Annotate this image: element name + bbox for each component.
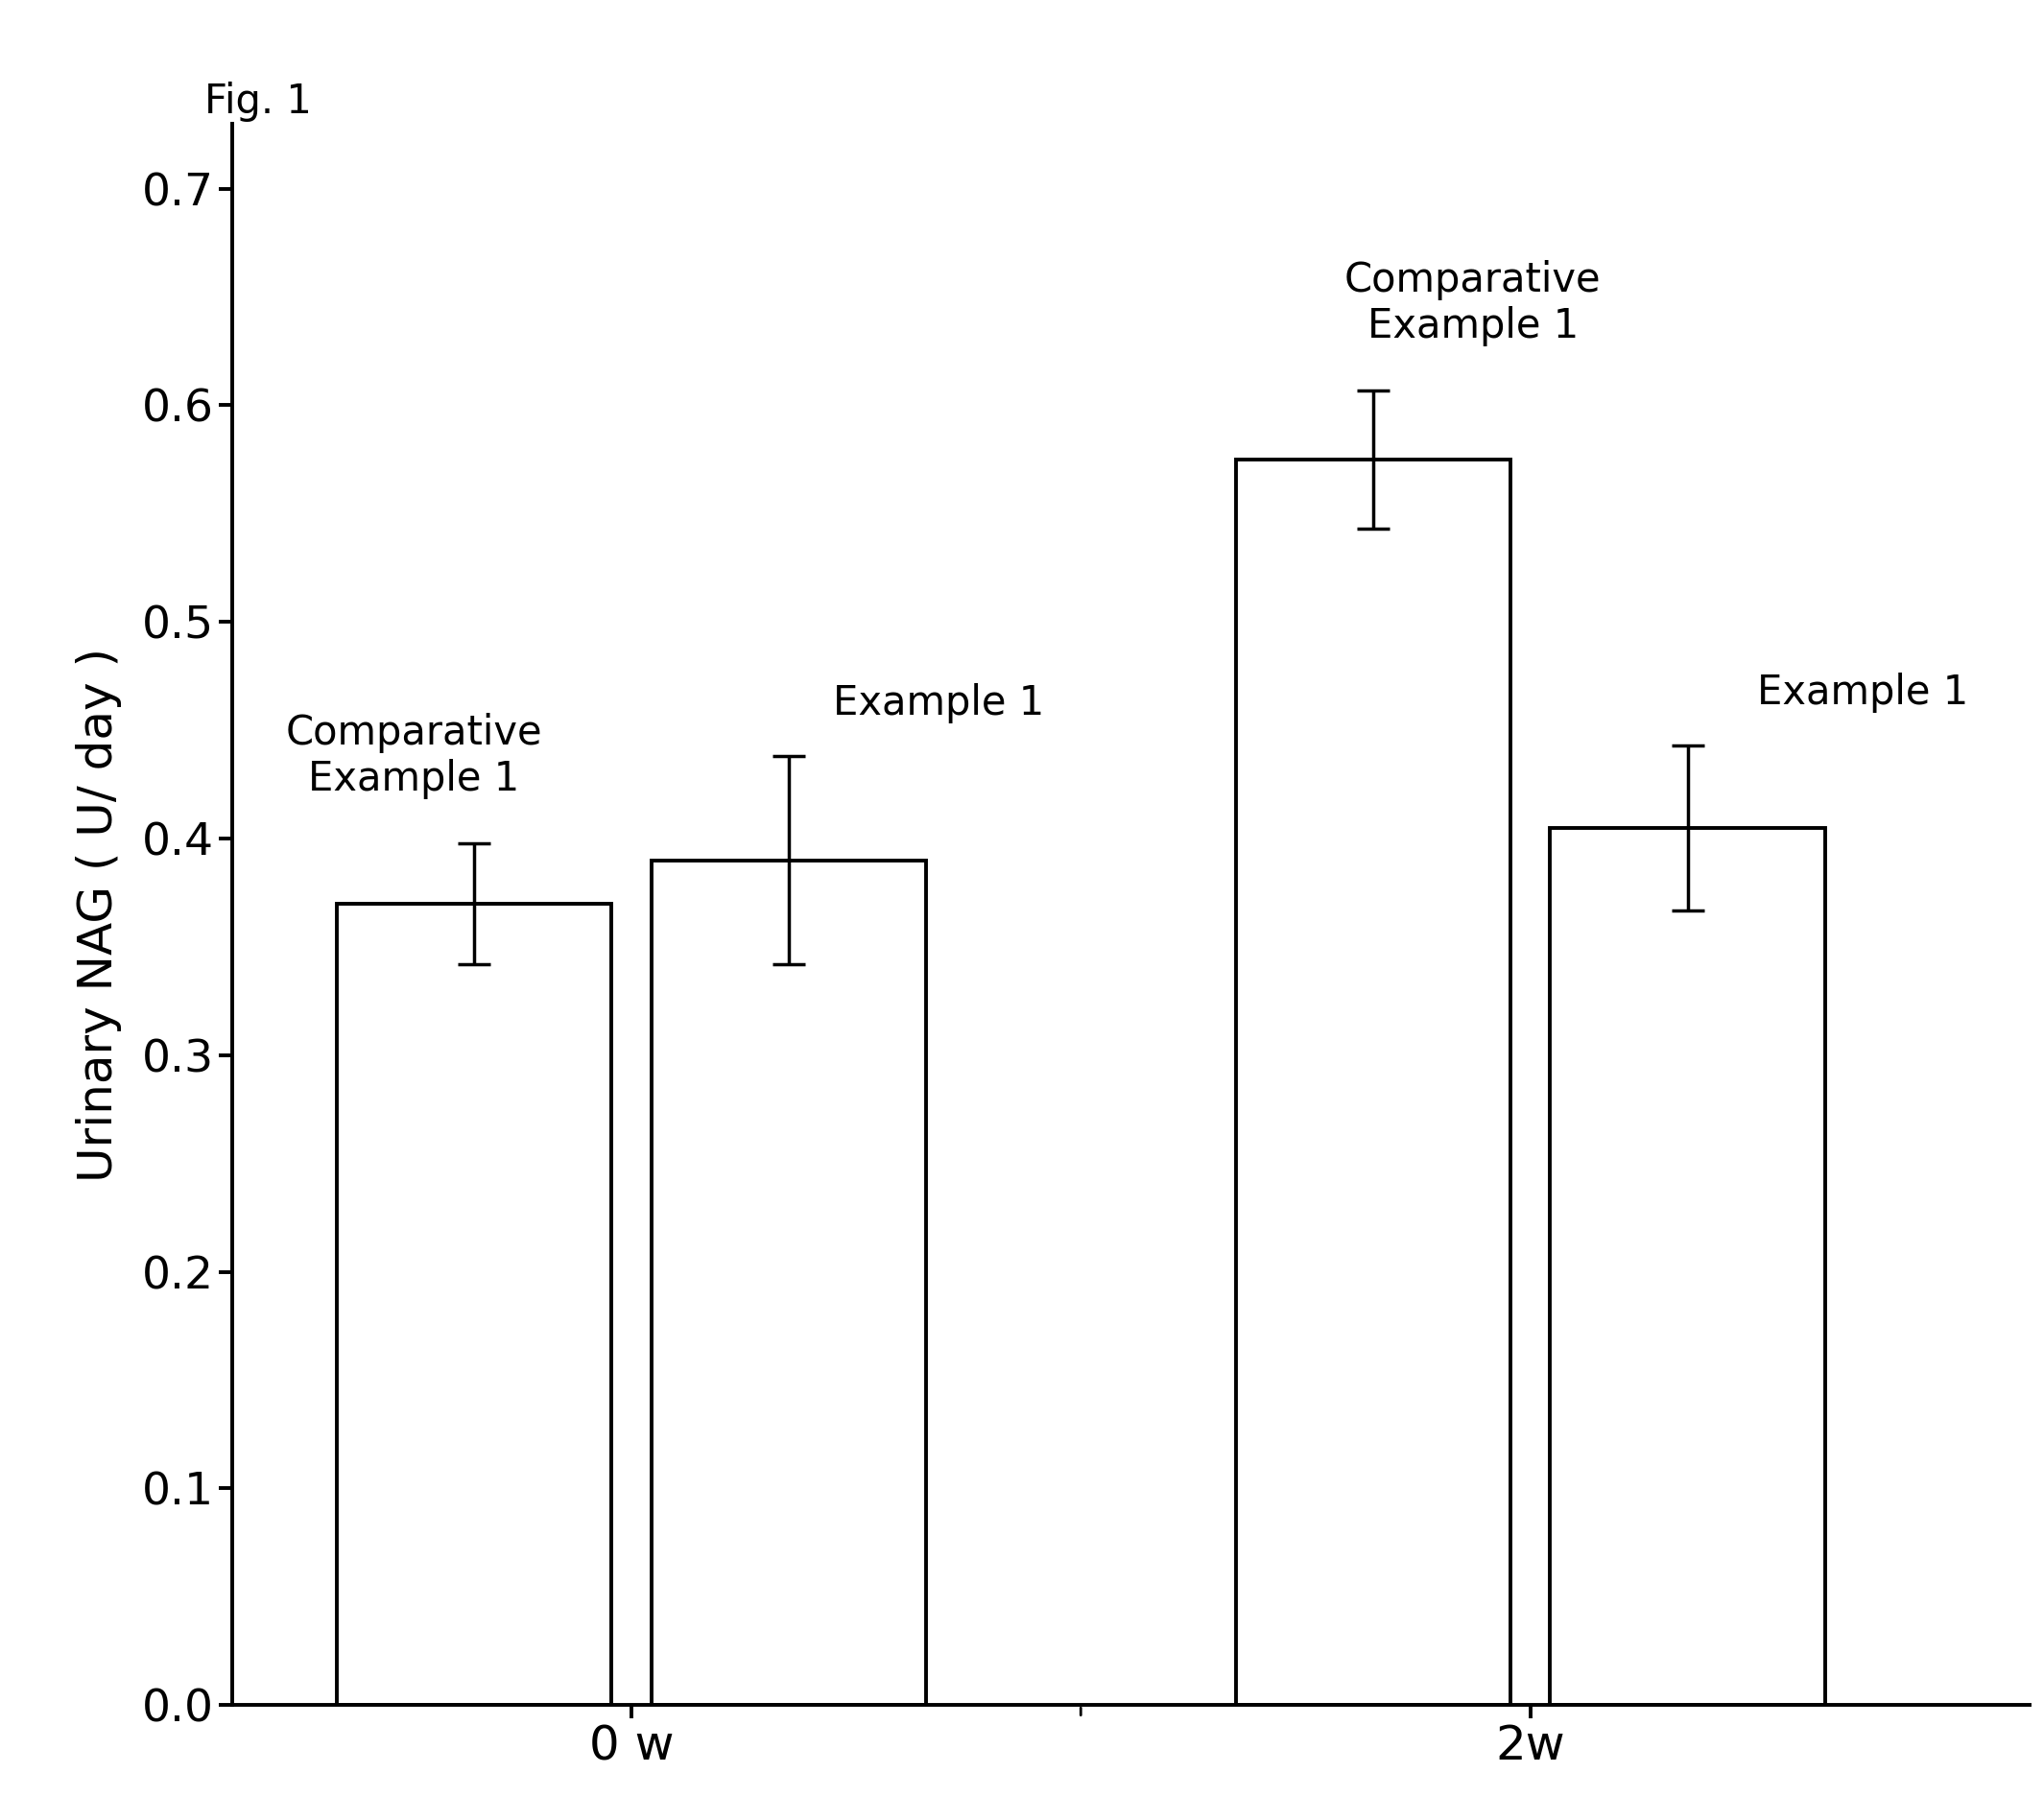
Y-axis label: Urinary NAG ( U/ day ): Urinary NAG ( U/ day ) [76, 648, 123, 1181]
Bar [652, 861, 926, 1705]
Bar [1237, 459, 1511, 1705]
Bar [337, 903, 611, 1705]
Bar [1549, 828, 1825, 1705]
Text: Comparative
Example 1: Comparative Example 1 [286, 713, 542, 799]
Text: Fig. 1: Fig. 1 [204, 82, 313, 122]
Text: Example 1: Example 1 [1756, 673, 1968, 713]
Text: Example 1: Example 1 [832, 684, 1044, 724]
Text: Comparative
Example 1: Comparative Example 1 [1345, 260, 1600, 348]
